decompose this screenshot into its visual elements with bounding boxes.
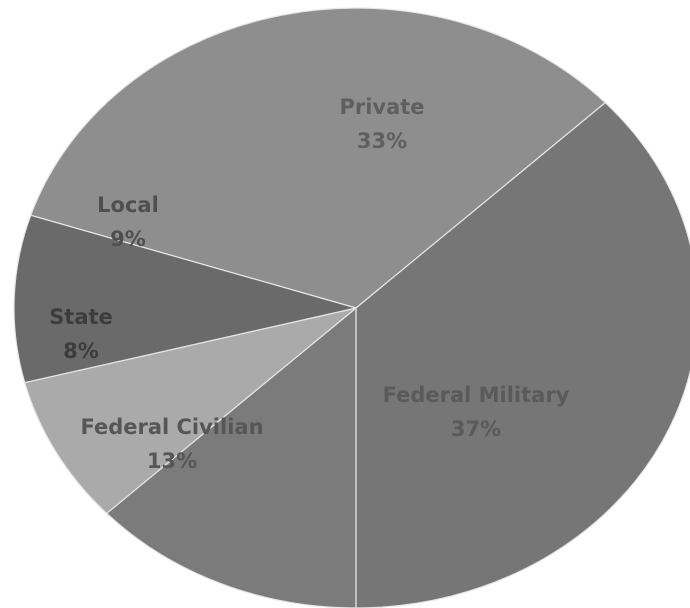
- slice-label-private: Private: [339, 95, 424, 119]
- slice-label-federal-military: Federal Military: [383, 383, 570, 407]
- slice-value-local: 9%: [110, 227, 146, 251]
- pie-slice-federal-military: [355, 101, 690, 608]
- slice-label-federal-civilian: Federal Civilian: [80, 415, 263, 439]
- slice-value-federal-civilian: 13%: [147, 449, 197, 473]
- slice-label-state: State: [49, 305, 113, 329]
- slice-value-state: 8%: [63, 339, 99, 363]
- pie-slice-private: [29, 7, 607, 309]
- pie-slice-federal-civilian: [105, 306, 357, 608]
- pie-slices: [13, 7, 690, 608]
- pie-labels: Private 33% Federal Military 37% Federal Civ…: [49, 95, 570, 473]
- slice-label-local: Local: [97, 193, 159, 217]
- slice-value-private: 33%: [357, 129, 407, 153]
- pie-slice-local: [13, 214, 357, 384]
- slice-value-federal-military: 37%: [451, 417, 501, 441]
- pie-slice-state: [23, 307, 357, 515]
